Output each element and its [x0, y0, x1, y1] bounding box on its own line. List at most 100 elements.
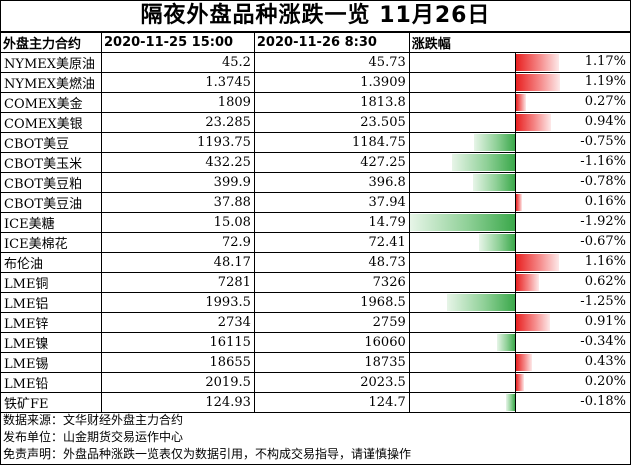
change-percent: 1.17%	[584, 54, 626, 69]
table-row: 铁矿FE 124.93 124.7 -0.18%	[0, 392, 631, 413]
change-percent: -1.16%	[580, 154, 626, 169]
table-row: COMEX美银 23.285 23.505 0.94%	[0, 112, 631, 133]
change-percent: -0.34%	[580, 334, 626, 349]
change-cell: 0.43%	[515, 352, 631, 373]
price-date2: 2023.5	[253, 372, 410, 393]
decline-bar	[505, 394, 515, 411]
price-change-table: 外盘主力合约 2020-11-25 15:00 2020-11-26 8:30 …	[0, 32, 631, 413]
negative-bar-cell	[408, 312, 517, 333]
table-row: ICE美棉花 72.9 72.41 -0.67%	[0, 232, 631, 253]
table-row: LME铅 2019.5 2023.5 0.20%	[0, 372, 631, 393]
price-date1: 16115	[100, 332, 255, 353]
table-row: NYMEX美燃油 1.3745 1.3909 1.19%	[0, 72, 631, 93]
negative-bar-cell	[408, 112, 517, 133]
gain-bar	[516, 354, 533, 371]
table-row: CBOT美豆油 37.88 37.94 0.16%	[0, 192, 631, 213]
header-date2: 2020-11-26 8:30	[253, 32, 410, 53]
decline-bar	[474, 134, 515, 151]
price-date2: 427.25	[253, 152, 410, 173]
change-percent: 0.43%	[584, 354, 626, 369]
decline-bar	[447, 294, 515, 311]
gain-bar	[516, 194, 523, 211]
negative-bar-cell	[408, 152, 517, 173]
change-cell: -1.25%	[515, 292, 631, 313]
price-date1: 124.93	[100, 392, 255, 413]
contract-name: LME锡	[0, 352, 102, 373]
price-date1: 45.2	[100, 52, 255, 73]
price-date2: 396.8	[253, 172, 410, 193]
change-cell: 0.94%	[515, 112, 631, 133]
contract-name: 布伦油	[0, 252, 102, 273]
negative-bar-cell	[408, 92, 517, 113]
contract-name: CBOT美豆粕	[0, 172, 102, 193]
page-title: 隔夜外盘品种涨跌一览 11月26日	[0, 0, 631, 32]
table-row: COMEX美金 1809 1813.8 0.27%	[0, 92, 631, 113]
change-cell: 1.19%	[515, 72, 631, 93]
table-row: CBOT美玉米 432.25 427.25 -1.16%	[0, 152, 631, 173]
footer-line: 发布单位：山金期货交易运作中心	[3, 430, 184, 444]
decline-bar	[451, 154, 515, 171]
price-date2: 14.79	[253, 212, 410, 233]
price-date2: 124.7	[253, 392, 410, 413]
change-percent: -1.92%	[580, 214, 626, 229]
change-percent: 1.19%	[584, 74, 626, 89]
table-row: 布伦油 48.17 48.73 1.16%	[0, 252, 631, 273]
negative-bar-cell	[408, 392, 517, 413]
price-date1: 1193.75	[100, 132, 255, 153]
decline-bar	[410, 214, 515, 231]
contract-name: LME铅	[0, 372, 102, 393]
price-date2: 7326	[253, 272, 410, 293]
price-date1: 7281	[100, 272, 255, 293]
contract-name: ICE美糖	[0, 212, 102, 233]
table-row: CBOT美豆 1193.75 1184.75 -0.75%	[0, 132, 631, 153]
negative-bar-cell	[408, 332, 517, 353]
change-cell: 0.91%	[515, 312, 631, 333]
change-cell: -1.16%	[515, 152, 631, 173]
contract-name: LME锌	[0, 312, 102, 333]
decline-bar	[496, 334, 515, 351]
change-cell: 0.62%	[515, 272, 631, 293]
price-date2: 18735	[253, 352, 410, 373]
price-date2: 1184.75	[253, 132, 410, 153]
table-row: LME铝 1993.5 1968.5 -1.25%	[0, 292, 631, 313]
gain-bar	[516, 114, 551, 131]
price-date2: 2759	[253, 312, 410, 333]
contract-name: NYMEX美原油	[0, 52, 102, 73]
header-change: 涨跌幅	[408, 32, 631, 53]
negative-bar-cell	[408, 372, 517, 393]
price-date1: 1809	[100, 92, 255, 113]
change-percent: 0.94%	[584, 114, 626, 129]
table-row: LME锌 2734 2759 0.91%	[0, 312, 631, 333]
table-header-row: 外盘主力合约 2020-11-25 15:00 2020-11-26 8:30 …	[0, 32, 631, 53]
price-date1: 432.25	[100, 152, 255, 173]
price-date1: 1.3745	[100, 72, 255, 93]
price-date1: 23.285	[100, 112, 255, 133]
price-date1: 2734	[100, 312, 255, 333]
contract-name: CBOT美豆油	[0, 192, 102, 213]
contract-name: ICE美棉花	[0, 232, 102, 253]
change-percent: 1.16%	[584, 254, 626, 269]
table-row: ICE美糖 15.08 14.79 -1.92%	[0, 212, 631, 233]
change-cell: -0.67%	[515, 232, 631, 253]
negative-bar-cell	[408, 232, 517, 253]
price-date1: 18655	[100, 352, 255, 373]
price-date2: 1813.8	[253, 92, 410, 113]
price-date2: 1.3909	[253, 72, 410, 93]
price-date2: 37.94	[253, 192, 410, 213]
contract-name: CBOT美豆	[0, 132, 102, 153]
change-percent: 0.91%	[584, 314, 626, 329]
contract-name: LME铜	[0, 272, 102, 293]
gain-bar	[516, 94, 527, 111]
change-cell: 1.17%	[515, 52, 631, 73]
change-percent: 0.27%	[584, 94, 626, 109]
decline-bar	[478, 234, 515, 251]
change-cell: -1.92%	[515, 212, 631, 233]
price-date1: 72.9	[100, 232, 255, 253]
gain-bar	[516, 314, 550, 331]
price-date1: 2019.5	[100, 372, 255, 393]
negative-bar-cell	[408, 172, 517, 193]
gain-bar	[516, 74, 560, 91]
change-percent: -0.78%	[580, 174, 626, 189]
table-row: LME镍 16115 16060 -0.34%	[0, 332, 631, 353]
price-date1: 1993.5	[100, 292, 255, 313]
